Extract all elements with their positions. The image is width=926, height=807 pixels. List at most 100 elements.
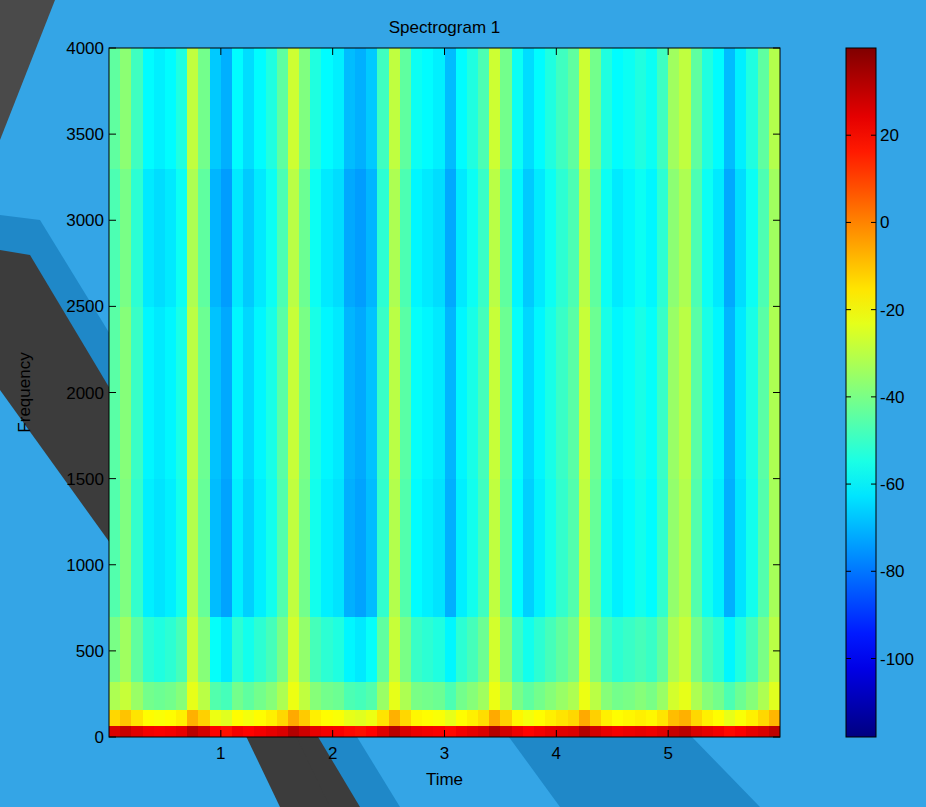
y-axis-title: Frequency: [15, 352, 34, 433]
cell: [556, 479, 568, 617]
cell: [299, 709, 311, 725]
cell: [724, 479, 736, 617]
cell: [321, 725, 333, 737]
cell: [277, 616, 289, 682]
cell: [254, 306, 266, 479]
y-tick: [109, 134, 116, 135]
cell: [523, 306, 535, 479]
cell: [713, 479, 725, 617]
cell: [266, 479, 278, 617]
cell: [165, 616, 177, 682]
cell: [746, 725, 758, 737]
cell: [310, 616, 322, 682]
cell: [746, 616, 758, 682]
cell: [668, 616, 680, 682]
cell: [545, 479, 557, 617]
cell: [366, 725, 378, 737]
cell: [254, 479, 266, 617]
cell: [389, 709, 401, 725]
cell: [377, 709, 389, 725]
cell: [333, 616, 345, 682]
cell: [769, 616, 780, 682]
cell: [422, 709, 434, 725]
cell: [467, 682, 479, 710]
cell: [679, 306, 691, 479]
cell: [445, 169, 457, 307]
cell: [523, 709, 535, 725]
cell: [355, 682, 367, 710]
y-tick: [109, 564, 116, 565]
cell: [344, 725, 356, 737]
cell: [389, 169, 401, 307]
cell: [288, 725, 300, 737]
cell: [131, 725, 143, 737]
cell: [266, 725, 278, 737]
cell: [198, 682, 210, 710]
cell: [623, 479, 635, 617]
y-tick-label: 0: [95, 728, 104, 747]
cell: [635, 306, 647, 479]
cell: [489, 169, 501, 307]
cell: [321, 682, 333, 710]
cell: [254, 169, 266, 307]
cell: [623, 616, 635, 682]
cell: [366, 169, 378, 307]
cell: [657, 306, 669, 479]
colorbar-tick: [871, 396, 876, 397]
cell: [668, 479, 680, 617]
cell: [612, 169, 624, 307]
cell: [109, 616, 121, 682]
y-tick: [773, 392, 780, 393]
cell: [545, 616, 557, 682]
cell: [232, 709, 244, 725]
cell: [143, 682, 155, 710]
cell: [467, 725, 479, 737]
cell: [109, 48, 121, 169]
cell: [232, 48, 244, 169]
cell: [579, 725, 591, 737]
cell: [210, 479, 222, 617]
cell: [176, 48, 188, 169]
cell: [243, 709, 255, 725]
cell: [232, 169, 244, 307]
cell: [590, 479, 602, 617]
cell: [355, 306, 367, 479]
cell: [635, 48, 647, 169]
cell: [321, 306, 333, 479]
cell: [746, 479, 758, 617]
cell: [590, 682, 602, 710]
cell: [724, 682, 736, 710]
cell: [512, 479, 524, 617]
cell: [187, 48, 199, 169]
cell: [769, 725, 780, 737]
cell: [746, 682, 758, 710]
cell: [221, 725, 233, 737]
cell: [601, 709, 613, 725]
cell: [702, 725, 714, 737]
x-tick: [444, 48, 445, 55]
cell: [321, 48, 333, 169]
cell: [735, 725, 747, 737]
cell: [601, 306, 613, 479]
cell: [635, 725, 647, 737]
cell: [691, 48, 703, 169]
cell: [433, 725, 445, 737]
cell: [534, 169, 546, 307]
x-tick-label: 4: [552, 744, 561, 763]
cell: [713, 306, 725, 479]
cell: [344, 169, 356, 307]
cell: [165, 479, 177, 617]
cell: [120, 479, 132, 617]
cell: [131, 169, 143, 307]
cell: [254, 682, 266, 710]
cell: [691, 479, 703, 617]
cell: [769, 709, 780, 725]
cell: [668, 169, 680, 307]
cell: [556, 169, 568, 307]
cell: [433, 48, 445, 169]
x-tick: [444, 730, 445, 737]
cell: [702, 682, 714, 710]
y-tick: [109, 650, 116, 651]
cell: [769, 48, 780, 169]
cell: [254, 616, 266, 682]
